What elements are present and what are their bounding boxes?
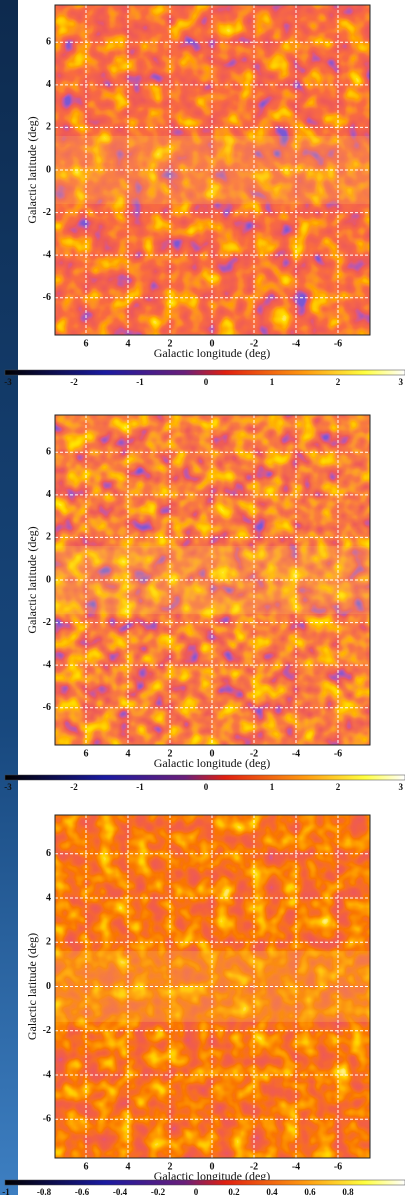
y-tick-label: 0 [46, 164, 51, 175]
y-tick-label: -4 [43, 659, 51, 670]
x-axis-label: Galactic longitude (deg) [154, 346, 271, 360]
colorbar-tick-label: 0 [194, 1187, 199, 1195]
y-tick-label: 2 [46, 937, 51, 948]
x-tick-label: -2 [250, 338, 258, 349]
colorbar-tick-label: 0.8 [342, 1187, 354, 1195]
y-tick-label: 4 [46, 892, 51, 903]
y-tick-label: 2 [46, 122, 51, 133]
colorbar-tick-label: 0.4 [266, 1187, 278, 1195]
y-axis-label: Galactic latitude (deg) [25, 526, 39, 633]
colorbar [4, 1179, 405, 1186]
x-tick-label: -2 [250, 748, 258, 759]
colorbar-tick-label: 3 [399, 782, 404, 792]
x-axis-label: Galactic longitude (deg) [154, 756, 271, 770]
x-tick-label: -4 [292, 1161, 300, 1172]
slide-edge [0, 0, 18, 1195]
y-tick-label: 0 [46, 981, 51, 992]
x-tick-label: 2 [168, 748, 173, 759]
y-tick-label: 0 [46, 574, 51, 585]
x-axis-label: Galactic longitude (deg) [154, 1169, 271, 1183]
colorbar-tick-label: -0.4 [113, 1187, 128, 1195]
x-tick-label: 6 [84, 338, 89, 349]
x-tick-label: 6 [84, 1161, 89, 1172]
x-tick-label: 4 [126, 338, 131, 349]
x-tick-label: 0 [210, 338, 215, 349]
colorbar-tick-label: -0.6 [75, 1187, 90, 1195]
colorbar-tick-label: -3 [4, 377, 12, 387]
x-tick-label: 4 [126, 748, 131, 759]
x-tick-label: 6 [84, 748, 89, 759]
colorbar [4, 774, 405, 781]
x-tick-label: 0 [210, 1161, 215, 1172]
colorbar-tick-label: 0.6 [304, 1187, 316, 1195]
x-tick-label: 2 [168, 338, 173, 349]
y-tick-label: -6 [43, 1114, 51, 1125]
y-tick-label: -2 [43, 1025, 51, 1036]
map-frame [54, 814, 371, 1159]
colorbar [4, 369, 405, 376]
colorbar-tick-label: -1 [2, 1187, 10, 1195]
colorbar-tick-label: -1 [136, 377, 144, 387]
x-tick-label: 0 [210, 748, 215, 759]
x-tick-label: -6 [334, 748, 342, 759]
colorbar-tick-label: 3 [399, 377, 404, 387]
y-tick-label: -4 [43, 249, 51, 260]
colorbar-tick-label: -1 [136, 782, 144, 792]
colorbar-tick-label: 2 [336, 377, 341, 387]
x-tick-label: -2 [250, 1161, 258, 1172]
map-frame [54, 4, 371, 336]
x-tick-label: 2 [168, 1161, 173, 1172]
y-tick-label: -6 [43, 702, 51, 713]
colorbar-tick-label: 1 [270, 377, 275, 387]
colorbar-tick-label: 0 [204, 782, 209, 792]
colorbar-tick-label: 0 [204, 377, 209, 387]
map-frame [54, 414, 371, 746]
y-tick-label: -6 [43, 292, 51, 303]
y-tick-label: 4 [46, 489, 51, 500]
colorbar-tick-label: -2 [70, 782, 78, 792]
y-axis-label: Galactic latitude (deg) [25, 933, 39, 1040]
x-tick-label: -6 [334, 338, 342, 349]
colorbar-tick-label: -2 [70, 377, 78, 387]
y-tick-label: 6 [46, 37, 51, 48]
y-tick-label: -4 [43, 1069, 51, 1080]
y-axis-label: Galactic latitude (deg) [25, 116, 39, 223]
colorbar-tick-label: 0.2 [228, 1187, 240, 1195]
y-tick-label: 4 [46, 79, 51, 90]
x-tick-label: 4 [126, 1161, 131, 1172]
colorbar-tick-label: 1 [270, 782, 275, 792]
y-tick-label: 6 [46, 447, 51, 458]
colorbar-tick-label: -0.2 [151, 1187, 166, 1195]
y-tick-label: -2 [43, 617, 51, 628]
x-tick-label: -4 [292, 338, 300, 349]
x-tick-label: -6 [334, 1161, 342, 1172]
colorbar-tick-label: 2 [336, 782, 341, 792]
y-tick-label: 2 [46, 532, 51, 543]
colorbar-tick-label: -0.8 [37, 1187, 52, 1195]
y-tick-label: -2 [43, 207, 51, 218]
y-tick-label: 6 [46, 848, 51, 859]
x-tick-label: -4 [292, 748, 300, 759]
colorbar-tick-label: -3 [4, 782, 12, 792]
